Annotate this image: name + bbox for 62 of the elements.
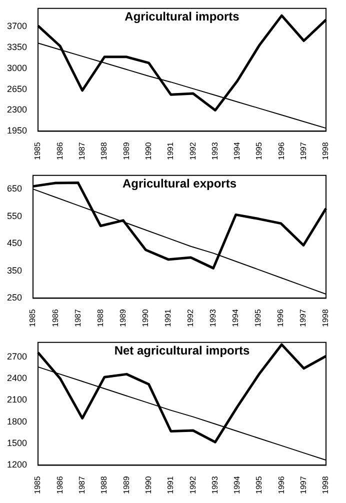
y-tick-label: 250 bbox=[6, 292, 22, 303]
x-tick-label: 1986 bbox=[55, 142, 64, 160]
y-tick-label: 550 bbox=[6, 210, 22, 221]
x-tick-label: 1998 bbox=[321, 476, 330, 494]
x-tick-label: 1986 bbox=[50, 308, 60, 327]
x-tick-label: 1998 bbox=[321, 308, 330, 327]
x-tick-label: 1995 bbox=[254, 142, 264, 160]
y-tick-label: 3350 bbox=[6, 42, 28, 52]
y-tick-label: 2300 bbox=[6, 104, 28, 115]
x-tick-label: 1994 bbox=[232, 142, 242, 160]
x-tick-label: 1990 bbox=[144, 476, 153, 494]
x-tick-label: 1996 bbox=[276, 476, 286, 494]
x-tick-label: 1985 bbox=[33, 476, 42, 494]
x-tick-label: 1988 bbox=[96, 308, 105, 327]
x-tick-label: 1986 bbox=[55, 476, 64, 494]
x-tick-label: 1991 bbox=[163, 308, 172, 327]
x-tick-label: 1988 bbox=[100, 142, 109, 160]
y-tick-label: 1200 bbox=[6, 460, 28, 470]
y-tick-label: 450 bbox=[6, 238, 22, 248]
x-tick-label: 1992 bbox=[188, 142, 198, 160]
x-tick-label: 1988 bbox=[100, 476, 109, 494]
chart-title: Agricultural exports bbox=[122, 176, 237, 191]
y-tick-label: 650 bbox=[6, 184, 22, 194]
x-tick-label: 1987 bbox=[78, 476, 87, 494]
x-tick-label: 1995 bbox=[254, 308, 263, 327]
y-tick-label: 2400 bbox=[6, 373, 28, 384]
x-tick-label: 1993 bbox=[210, 142, 220, 160]
x-tick-label: 1992 bbox=[188, 476, 198, 494]
y-tick-label: 1800 bbox=[6, 416, 28, 426]
x-tick-label: 1993 bbox=[210, 476, 220, 494]
y-tick-label: 2700 bbox=[6, 351, 28, 362]
x-tick-label: 1997 bbox=[299, 476, 308, 494]
x-tick-label: 1989 bbox=[122, 142, 131, 160]
x-tick-label: 1997 bbox=[299, 142, 308, 160]
x-tick-label: 1995 bbox=[254, 476, 264, 494]
chart-title: Net agricultural imports bbox=[114, 344, 250, 358]
y-tick-label: 3000 bbox=[6, 62, 28, 73]
x-tick-label: 1993 bbox=[208, 308, 218, 327]
y-tick-label: 3700 bbox=[6, 20, 28, 31]
x-tick-label: 1996 bbox=[276, 308, 286, 327]
chart-title: Agricultural imports bbox=[124, 10, 240, 24]
y-tick-label: 1950 bbox=[6, 126, 28, 136]
x-tick-label: 1990 bbox=[140, 308, 150, 327]
x-tick-label: 1989 bbox=[118, 308, 128, 327]
x-tick-label: 1994 bbox=[232, 476, 242, 494]
x-tick-label: 1992 bbox=[186, 308, 195, 327]
y-tick-label: 350 bbox=[6, 265, 22, 276]
y-tick-label: 2100 bbox=[6, 394, 28, 405]
x-tick-label: 1998 bbox=[321, 142, 330, 160]
x-tick-label: 1985 bbox=[28, 308, 38, 327]
x-tick-label: 1987 bbox=[73, 308, 82, 327]
x-tick-label: 1994 bbox=[231, 308, 240, 327]
x-tick-label: 1985 bbox=[33, 142, 42, 160]
y-tick-label: 1500 bbox=[6, 438, 28, 448]
x-tick-label: 1997 bbox=[298, 308, 308, 327]
x-tick-label: 1991 bbox=[166, 142, 176, 160]
x-tick-label: 1991 bbox=[166, 476, 176, 494]
x-tick-label: 1996 bbox=[276, 142, 286, 160]
x-tick-label: 1989 bbox=[122, 476, 131, 494]
x-tick-label: 1987 bbox=[78, 142, 87, 160]
x-tick-label: 1990 bbox=[144, 142, 153, 160]
y-tick-label: 2650 bbox=[6, 84, 28, 94]
